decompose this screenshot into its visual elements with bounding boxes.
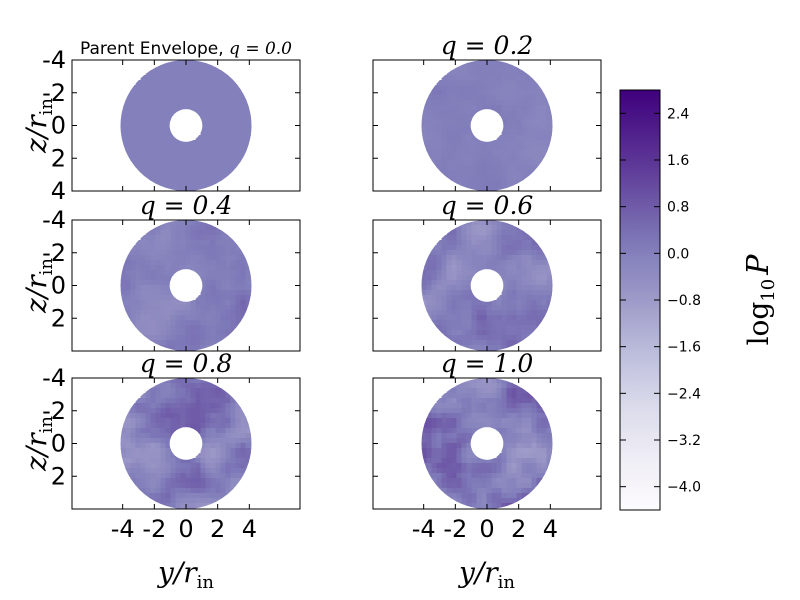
colorbar-label: log10P [741,254,779,346]
ring-heatmap [421,378,553,509]
panel-title-math: q = 0.0 [229,39,292,59]
colorbar-tick-label: −4.0 [667,480,701,496]
panel-0: -4 -2 0 2 4 Parent Envelope, q = 0.0 [42,39,301,205]
panel-title: q = 0.2 [441,31,534,60]
x-tick-label: 4 [543,515,558,543]
colorbar-tick-label: 1.6 [667,153,689,169]
x-tick-label: 2 [210,515,225,543]
panel-title-math: q = 0.2 [441,31,534,60]
panel-title-math: q = 0.6 [441,191,534,220]
x-tick-label: -4 [111,515,135,543]
colorbar-tick-label: −3.2 [667,433,701,449]
ring-heatmap [120,220,252,351]
y-tick-label: -2 [42,397,66,425]
y-axis-label: z/rin [20,258,57,314]
y-tick-label: 2 [51,304,66,332]
colorbar: 2.4 1.6 0.8 0.0 −0.8 −1.6 −2.4 −3.2 −4.0 log10P [619,89,779,511]
y-axis-label: z/rin [20,98,57,154]
y-tick-label: -4 [42,46,66,74]
axis-labels: z/rin z/rin z/rin y/rin y/rin [20,98,515,593]
colorbar-tick-label: −0.8 [667,293,701,309]
panel-3: q = 0.6 [372,191,602,352]
x-tick-label: -2 [142,515,166,543]
x-axis-label: y/rin [457,556,515,593]
y-axis-label: z/rin [20,416,57,472]
y-tick-label: 2 [51,462,66,490]
panel-title: q = 1.0 [441,349,534,378]
colorbar-tick-label: −2.4 [667,386,701,402]
panel-2: -4 -2 0 2 q = 0.4 [42,191,301,352]
y-tick-label: 0 [51,272,66,300]
panel-title: q = 0.6 [441,191,534,220]
y-tick-label: 0 [51,112,66,140]
y-tick-label: -2 [42,79,66,107]
ring-heatmap [120,378,252,509]
x-tick-label: 4 [242,515,257,543]
colorbar-tick-label: −1.6 [667,340,701,356]
panel-title: q = 0.8 [140,349,233,378]
y-tick-label: 4 [51,177,66,205]
panel-4: -4-202-4 -2 0 2 4q = 0.8 [42,349,301,543]
panel-5: -4 -2 0 2 4 q = 1.0 [372,349,602,543]
colorbar-tick-label: 0.8 [667,200,689,216]
ring-heatmap [120,60,252,191]
panel-title: q = 0.4 [140,191,233,220]
x-tick-label: 0 [479,515,494,543]
ring-heatmap [421,220,553,351]
x-axis-label: y/rin [156,556,214,593]
colorbar-tick-label: 0.0 [667,246,689,262]
x-tick-label: 2 [511,515,526,543]
y-tick-label: 0 [51,430,66,458]
colorbar-tick-label: 2.4 [667,106,689,122]
y-tick-label: -4 [42,206,66,234]
panel-title-math: q = 0.4 [140,191,233,220]
panel-title-text: Parent Envelope, [80,39,229,59]
y-tick-label: -4 [42,364,66,392]
x-tick-label: 0 [178,515,193,543]
x-tick-label: -4 [412,515,436,543]
panel-title-math: q = 1.0 [441,349,534,378]
x-tick-label: -2 [443,515,467,543]
y-tick-label: 2 [51,144,66,172]
panel-title: Parent Envelope, q = 0.0 [80,39,292,59]
y-tick-label: -2 [42,239,66,267]
panel-title-math: q = 0.8 [140,349,233,378]
colorbar-gradient [619,89,661,511]
ring-heatmap [421,60,553,191]
panel-1: q = 0.2 [372,31,602,192]
